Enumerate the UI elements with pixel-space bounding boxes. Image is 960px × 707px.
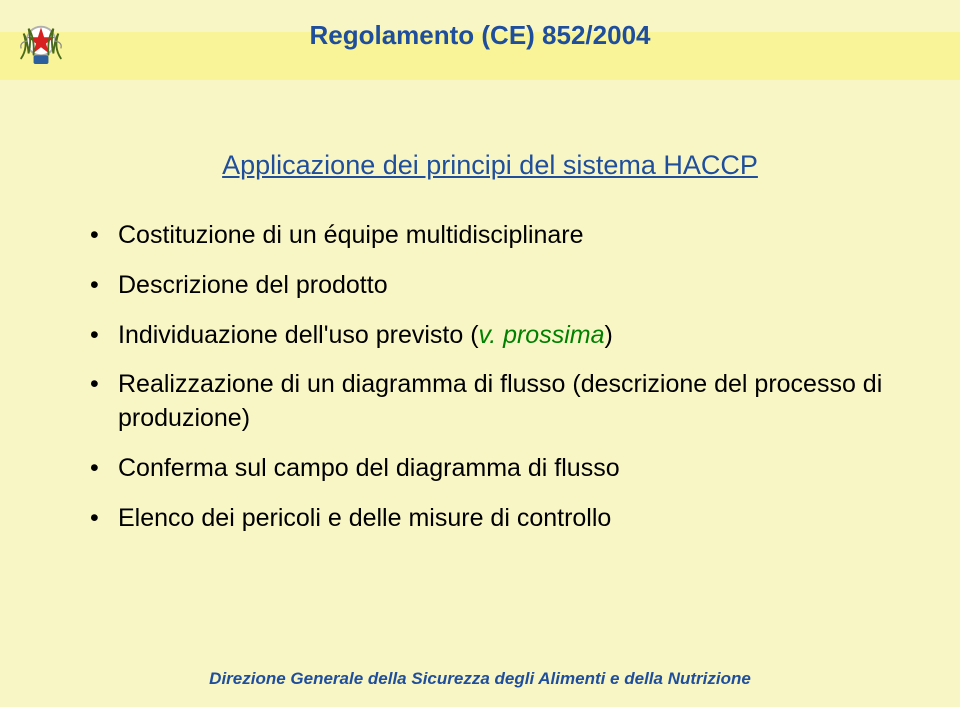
subtitle: Applicazione dei principi del sistema HA… [90,150,890,181]
list-item: Realizzazione di un diagramma di flusso … [90,368,890,436]
content-area: Applicazione dei principi del sistema HA… [90,150,890,551]
list-item: Descrizione del prodotto [90,269,890,303]
list-item: Elenco dei pericoli e delle misure di co… [90,502,890,536]
list-item: Costituzione di un équipe multidisciplin… [90,219,890,253]
bullet-list: Costituzione di un équipe multidisciplin… [90,219,890,535]
list-item: Conferma sul campo del diagramma di flus… [90,452,890,486]
page-title: Regolamento (CE) 852/2004 [0,20,960,51]
list-item: Individuazione dell'uso previsto (v. pro… [90,319,890,353]
footer-text: Direzione Generale della Sicurezza degli… [0,669,960,689]
highlight-text: v. prossima [479,321,605,349]
